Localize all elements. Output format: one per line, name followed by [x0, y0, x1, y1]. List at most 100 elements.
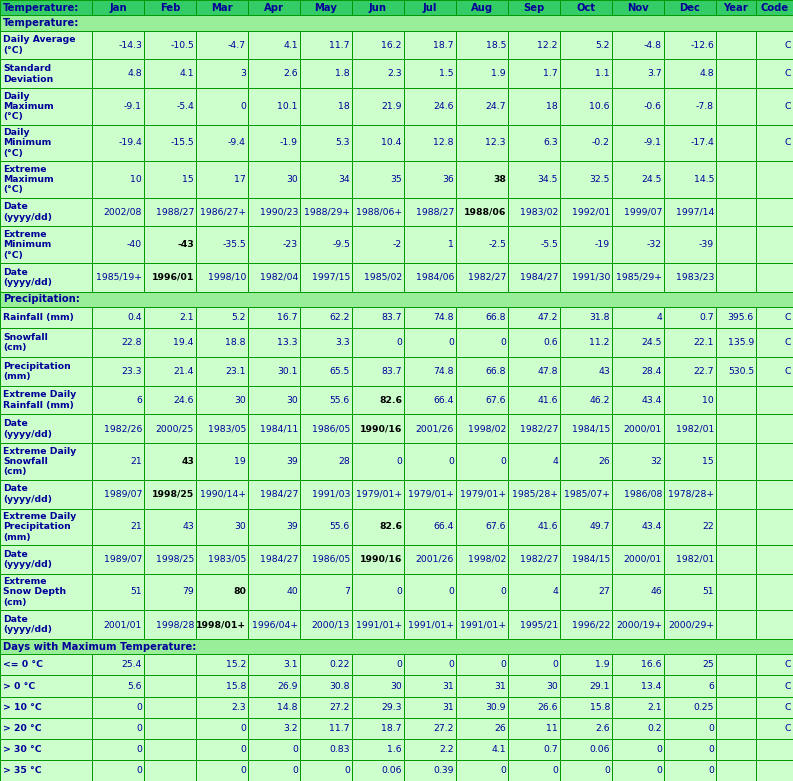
Text: 32.5: 32.5	[590, 175, 610, 184]
Bar	[664, 30, 716, 59]
Bar	[456, 328, 508, 357]
Text: 1982/27: 1982/27	[519, 424, 558, 433]
Bar	[196, 307, 248, 328]
Text: 24.7: 24.7	[485, 102, 506, 111]
Text: 0: 0	[448, 338, 454, 347]
Text: 2000/25: 2000/25	[155, 424, 194, 433]
Text: 0.4: 0.4	[128, 313, 142, 322]
Text: 0: 0	[500, 766, 506, 775]
Text: 2002/08: 2002/08	[104, 208, 142, 216]
Text: 14.5: 14.5	[694, 175, 714, 184]
Bar	[560, 125, 612, 161]
Bar	[300, 357, 352, 386]
Text: 43: 43	[181, 457, 194, 466]
Text: C: C	[784, 102, 791, 111]
Bar	[664, 760, 716, 781]
Text: 1998/25: 1998/25	[155, 555, 194, 564]
Text: 26.6: 26.6	[538, 703, 558, 711]
Text: 82.6: 82.6	[379, 522, 402, 531]
Text: 1983/02: 1983/02	[519, 208, 558, 216]
Text: 1991/30: 1991/30	[572, 273, 610, 282]
Bar	[300, 480, 352, 508]
Bar	[0, 415, 92, 444]
Bar	[508, 328, 560, 357]
Text: 83.7: 83.7	[381, 367, 402, 376]
Bar	[92, 676, 144, 697]
Bar	[248, 574, 300, 610]
Text: Extreme Daily
Rainfall (mm): Extreme Daily Rainfall (mm)	[3, 390, 76, 410]
Bar	[248, 88, 300, 125]
Text: 1989/07: 1989/07	[104, 555, 142, 564]
Bar	[664, 654, 716, 676]
Bar	[716, 697, 756, 718]
Bar	[456, 59, 508, 88]
Text: 11.7: 11.7	[330, 41, 350, 50]
Text: 6: 6	[708, 682, 714, 690]
Bar	[612, 30, 664, 59]
Text: Date
(yyyy/dd): Date (yyyy/dd)	[3, 550, 52, 569]
Bar	[756, 545, 793, 574]
Bar	[456, 386, 508, 415]
Bar	[248, 610, 300, 639]
Bar	[92, 59, 144, 88]
Text: 0.06: 0.06	[381, 766, 402, 775]
Bar	[756, 444, 793, 480]
Text: 28.4: 28.4	[642, 367, 662, 376]
Bar	[248, 415, 300, 444]
Bar	[92, 545, 144, 574]
Text: 21: 21	[130, 522, 142, 531]
Bar	[664, 263, 716, 291]
Text: Days with Maximum Temperature:: Days with Maximum Temperature:	[3, 642, 197, 651]
Text: 1998/02: 1998/02	[468, 424, 506, 433]
Text: 1991/01+: 1991/01+	[408, 620, 454, 629]
Text: 39: 39	[286, 522, 298, 531]
Bar	[352, 574, 404, 610]
Bar	[756, 697, 793, 718]
Text: 0: 0	[136, 766, 142, 775]
Text: -19.4: -19.4	[118, 138, 142, 148]
Bar	[300, 508, 352, 545]
Text: 21.9: 21.9	[381, 102, 402, 111]
Text: 0: 0	[292, 766, 298, 775]
Bar	[456, 263, 508, 291]
Text: 5.2: 5.2	[596, 41, 610, 50]
Bar	[0, 676, 92, 697]
Bar	[716, 480, 756, 508]
Text: 0.6: 0.6	[543, 338, 558, 347]
Bar	[196, 357, 248, 386]
Bar	[144, 508, 196, 545]
Text: 46: 46	[650, 587, 662, 597]
Text: Date
(yyyy/dd): Date (yyyy/dd)	[3, 615, 52, 634]
Text: 12.2: 12.2	[538, 41, 558, 50]
Text: 1985/19+: 1985/19+	[96, 273, 142, 282]
Bar	[248, 161, 300, 198]
Bar	[508, 59, 560, 88]
Text: Extreme
Maximum
(°C): Extreme Maximum (°C)	[3, 165, 54, 194]
Text: 24.5: 24.5	[642, 338, 662, 347]
Bar	[248, 263, 300, 291]
Text: 26.9: 26.9	[278, 682, 298, 690]
Text: 30.8: 30.8	[330, 682, 350, 690]
Bar	[756, 415, 793, 444]
Text: 13.4: 13.4	[642, 682, 662, 690]
Bar	[300, 263, 352, 291]
Text: Date
(yyyy/dd): Date (yyyy/dd)	[3, 202, 52, 222]
Bar	[716, 59, 756, 88]
Text: 31: 31	[494, 682, 506, 690]
Text: 2001/26: 2001/26	[416, 424, 454, 433]
Text: -40: -40	[127, 241, 142, 249]
Text: 1988/27: 1988/27	[416, 208, 454, 216]
Text: 135.9: 135.9	[728, 338, 754, 347]
Text: Standard
Deviation: Standard Deviation	[3, 64, 53, 84]
Bar	[456, 415, 508, 444]
Text: C: C	[784, 661, 791, 669]
Bar	[612, 610, 664, 639]
Bar	[716, 386, 756, 415]
Bar	[352, 508, 404, 545]
Bar	[664, 545, 716, 574]
Text: 62.2: 62.2	[330, 313, 350, 322]
Bar	[0, 739, 92, 760]
Text: Feb: Feb	[160, 2, 180, 12]
Bar	[456, 739, 508, 760]
Bar	[196, 263, 248, 291]
